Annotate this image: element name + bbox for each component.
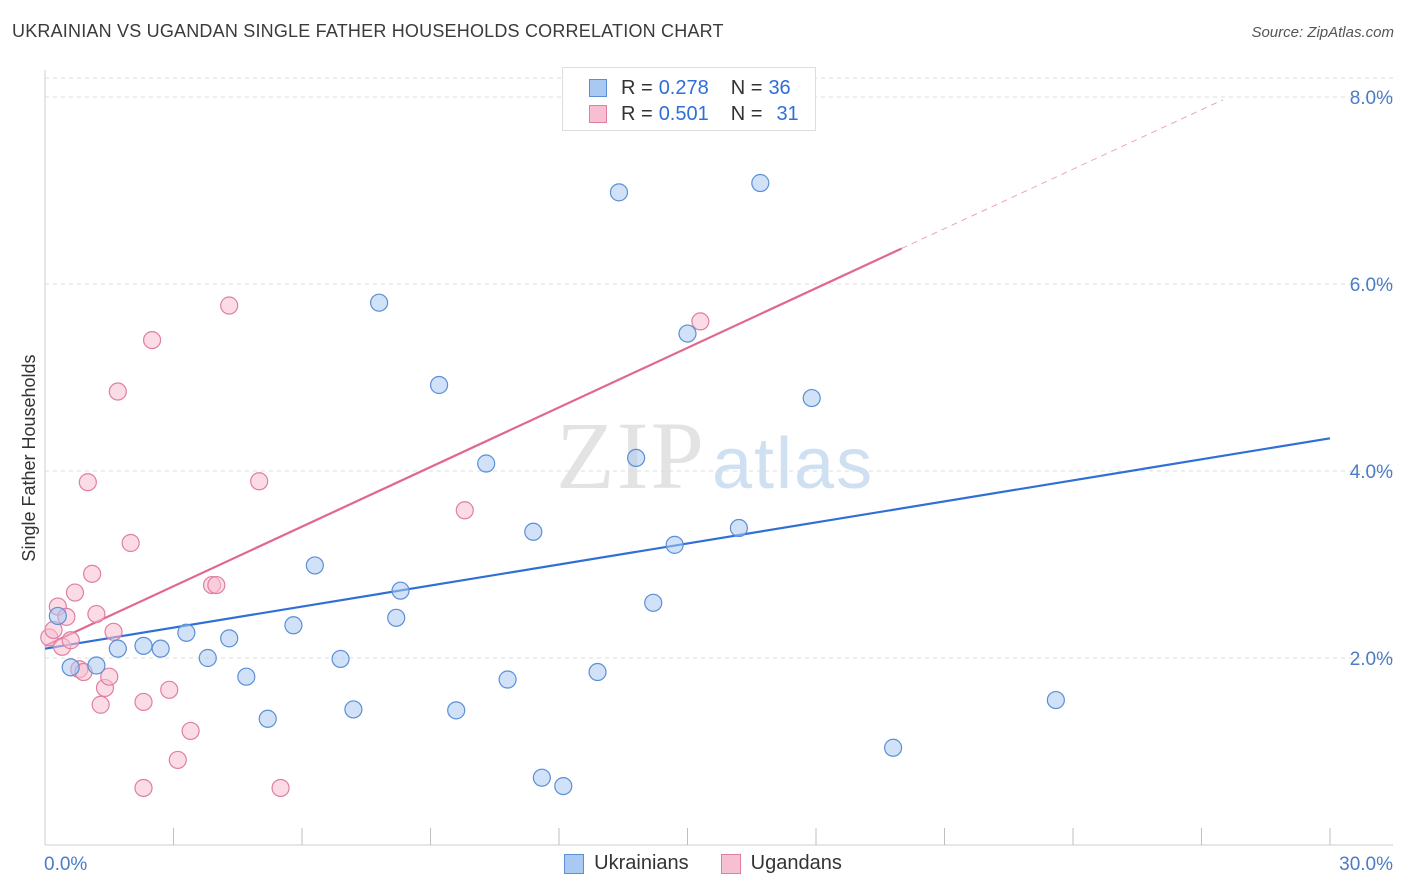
point-ukrainians [429,375,449,395]
point-ugandans [271,778,290,798]
point-ugandans [100,667,119,686]
trend-lines [44,99,1331,650]
series-legend: Ukrainians Ugandans [0,852,1406,875]
point-ukrainians [477,454,496,473]
point-ugandans [121,533,140,553]
y-axis-title: Single Father Households [19,354,39,561]
point-ukrainians [198,648,217,668]
legend-swatch-ugandans [720,853,741,874]
legend-item-ukrainians[interactable]: Ukrainians [564,852,689,875]
legend-r-value: 0.278 [658,76,709,99]
data-points [40,173,1065,798]
stats-legend: R = 0.278 N = 36 R = 0.501 N = 31 [562,67,816,131]
legend-item-ugandans[interactable]: Ugandans [720,852,842,875]
source-credit: Source: ZipAtlas.com [1251,24,1394,41]
point-ugandans [168,750,187,770]
point-ugandans [250,472,269,491]
point-ukrainians [87,656,106,675]
y-tick-label: 4.0% [1350,462,1393,483]
point-ukrainians [751,173,770,193]
point-ugandans [108,382,127,401]
point-ukrainians [391,581,410,600]
point-ukrainians [258,709,277,728]
point-ukrainians [524,522,543,541]
point-ukrainians [151,639,170,658]
point-ugandans [207,575,226,595]
y-tick-label: 6.0% [1350,275,1393,296]
point-ugandans [160,680,179,699]
axes [44,70,1393,846]
trend-line-ukrainians [44,437,1331,650]
legend-n-label: N = [730,102,763,125]
point-ugandans [61,631,80,650]
legend-r-label: R = [621,76,653,99]
point-ukrainians [284,616,303,635]
point-ugandans [104,622,123,641]
point-ugandans [91,695,110,714]
trend-line-ugandans [44,247,903,647]
legend-swatch-ukrainians [589,79,607,97]
point-ugandans [134,778,153,798]
chart-title: UKRAINIAN VS UGANDAN SINGLE FATHER HOUSE… [12,21,724,41]
point-ukrainians [644,593,663,612]
point-ugandans [65,583,85,602]
point-ugandans [142,331,162,350]
point-ukrainians [665,535,684,554]
point-ugandans [181,721,200,741]
tick-labels: 2.0% 4.0% 6.0% 8.0% 0.0% 30.0% [44,88,1393,875]
legend-r-value: 0.501 [658,102,709,125]
point-ugandans [87,604,106,624]
grid-lines [45,77,1393,659]
point-ukrainians [61,658,80,677]
legend-row-ugandans: R = 0.501 N = 31 [589,101,799,127]
x-tick-label: 30.0% [1339,854,1393,875]
point-ugandans [455,501,474,520]
point-ukrainians [498,670,517,689]
point-ugandans [220,296,239,315]
watermark: ZIPatlas [556,400,874,511]
point-ukrainians [532,768,551,787]
point-ugandans [134,692,153,712]
point-ukrainians [883,738,903,757]
watermark-atlas: atlas [712,424,875,504]
legend-r-label: R = [621,102,653,125]
point-ugandans [78,473,97,492]
point-ukrainians [305,556,324,575]
point-ukrainians [344,700,363,719]
point-ugandans [691,312,710,331]
legend-swatch-ukrainians [564,853,585,874]
trend-extension-ugandans [901,99,1224,249]
point-ukrainians [1046,690,1065,710]
point-ukrainians [48,606,67,626]
point-ukrainians [729,518,749,538]
point-ukrainians [108,639,127,658]
point-ukrainians [678,324,697,343]
legend-n-value: 31 [776,102,799,125]
legend-n-label: N = [730,76,763,99]
point-ugandans [83,564,102,583]
point-ukrainians [554,776,573,796]
x-tick-label: 0.0% [44,854,87,875]
point-ukrainians [802,388,821,408]
point-ukrainians [370,293,389,312]
legend-swatch-ugandans [589,105,607,123]
legend-n-value: 36 [768,76,791,99]
point-ukrainians [588,662,607,682]
point-ukrainians [177,623,196,642]
point-ukrainians [134,636,153,655]
legend-row-ukrainians: R = 0.278 N = 36 [589,75,791,101]
point-ukrainians [609,183,629,202]
y-tick-label: 2.0% [1350,649,1393,670]
point-ukrainians [447,701,466,720]
point-ukrainians [626,448,646,468]
y-tick-label: 8.0% [1350,88,1393,109]
point-ukrainians [331,649,350,669]
legend-label-ugandans: Ugandans [750,852,842,874]
point-ukrainians [237,667,256,686]
point-ukrainians [387,608,406,627]
legend-label-ukrainians: Ukrainians [594,852,689,874]
point-ukrainians [220,629,239,648]
